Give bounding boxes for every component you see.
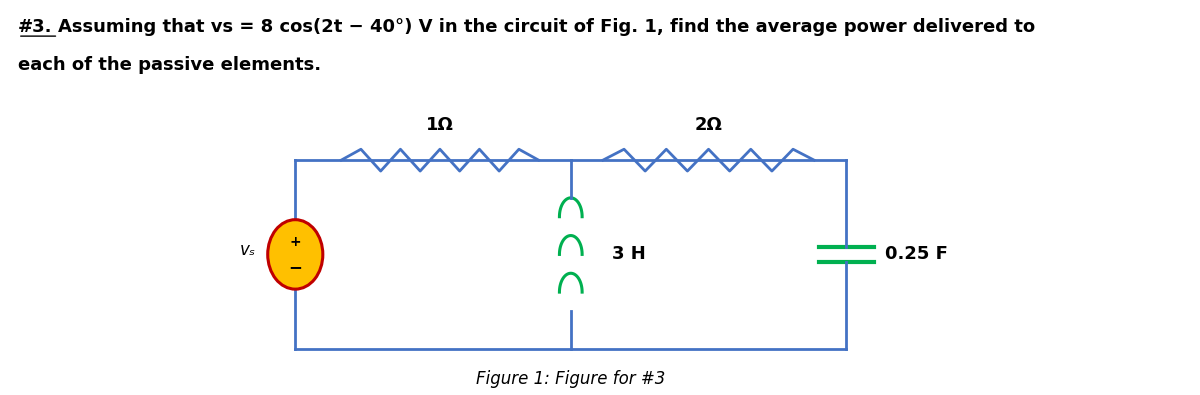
Text: vₛ: vₛ	[240, 241, 256, 260]
Text: 0.25 F: 0.25 F	[884, 245, 948, 263]
Text: Figure 1: Figure for #3: Figure 1: Figure for #3	[476, 371, 666, 389]
Text: −: −	[288, 258, 302, 276]
Text: each of the passive elements.: each of the passive elements.	[18, 56, 322, 74]
Text: 2Ω: 2Ω	[695, 117, 722, 134]
Text: 1Ω: 1Ω	[426, 117, 454, 134]
Text: #3.: #3.	[18, 18, 53, 36]
Text: Assuming that vs = 8 cos(2t − 40°) V in the circuit of Fig. 1, find the average : Assuming that vs = 8 cos(2t − 40°) V in …	[59, 18, 1036, 36]
Ellipse shape	[268, 220, 323, 289]
Text: +: +	[289, 235, 301, 248]
Text: 3 H: 3 H	[612, 245, 646, 263]
